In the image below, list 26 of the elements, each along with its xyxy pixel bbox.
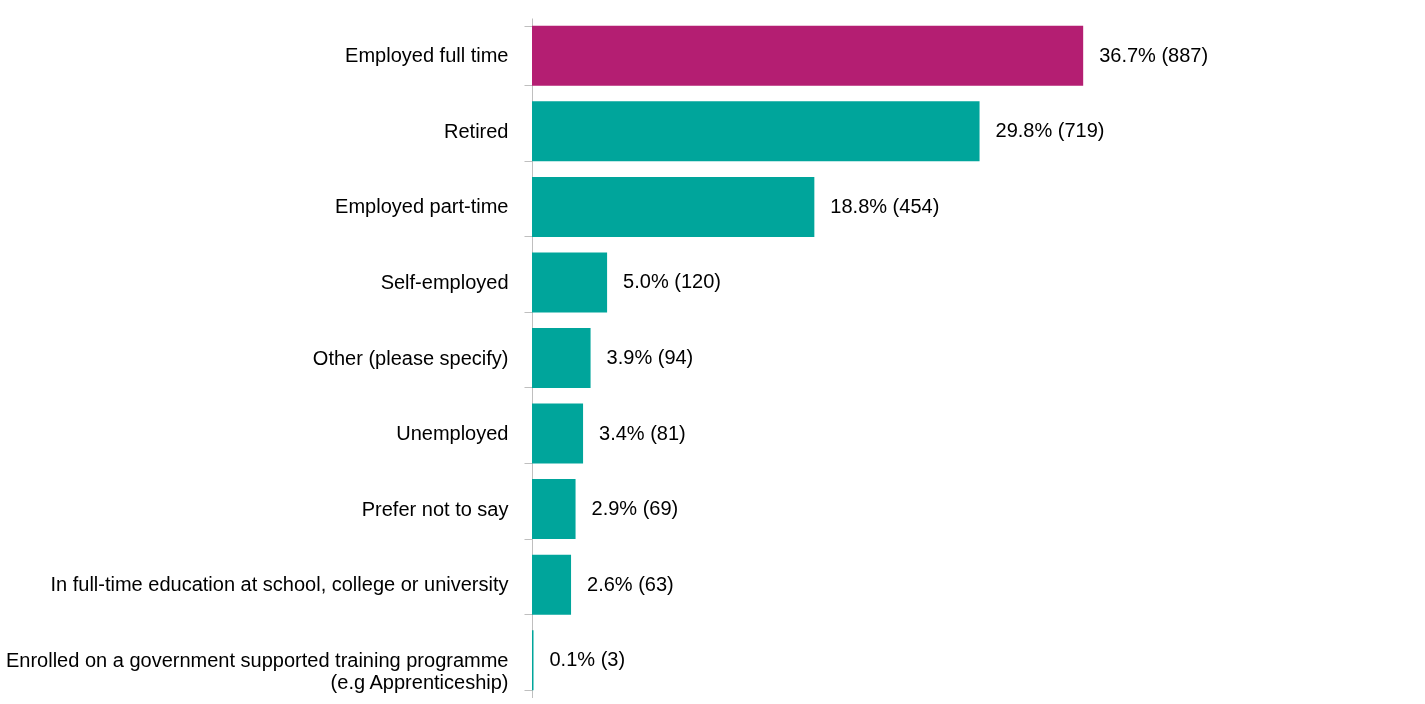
y-tick-label: Retired [444, 119, 509, 142]
bar [532, 176, 815, 237]
data-label: 2.9% (69) [591, 497, 679, 520]
data-label: 3.4% (81) [599, 421, 686, 444]
data-label: 3.9% (94) [606, 346, 694, 368]
bar [532, 101, 980, 162]
y-tick-label: Prefer not to say [361, 497, 509, 520]
data-label: 36.7% (887) [1099, 43, 1209, 66]
data-label: 0.1% (3) [549, 648, 626, 671]
y-tick-label: Other (please specify) [312, 346, 509, 369]
y-tick-label: Employed part-time [335, 195, 509, 218]
y-tick-label: Enrolled on a government supported training programme (e.g Apprenticeship) [5, 648, 509, 693]
data-label: 18.8% (454) [830, 194, 940, 217]
bar [532, 403, 584, 464]
bar [532, 252, 608, 313]
y-tick-label: Employed full time [345, 44, 509, 67]
data-label: 29.8% (719) [995, 119, 1105, 142]
data-label: 2.6% (63) [587, 572, 674, 595]
bar [532, 328, 591, 388]
bar [532, 479, 576, 540]
y-tick-label: In full-time education at school, college or university [50, 573, 509, 596]
bar [532, 554, 572, 615]
bar [532, 25, 1084, 86]
data-label: 5.0% (120) [623, 270, 721, 293]
y-tick-label: Unemployed [396, 422, 509, 445]
y-tick-label: Self-employed [380, 270, 509, 293]
